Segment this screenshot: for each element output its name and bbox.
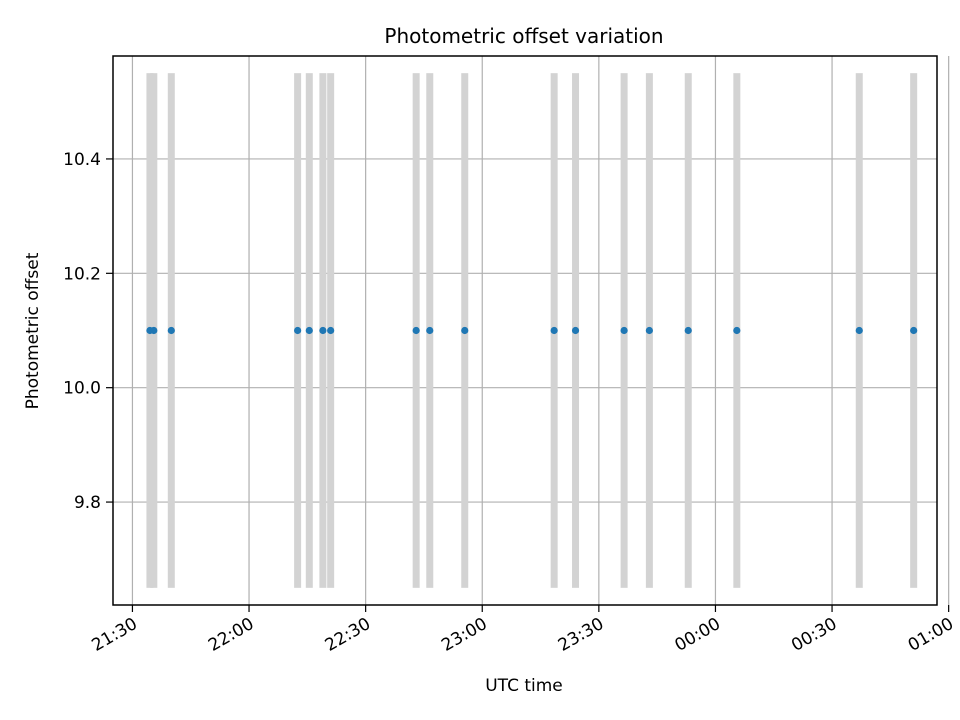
y-axis-ticks: 9.8 10.0 10.2 10.4	[63, 150, 113, 513]
data-point	[550, 326, 558, 335]
y-axis-label: Photometric offset	[23, 252, 43, 409]
data-point	[150, 326, 158, 335]
x-tick-label: 22:30	[322, 614, 374, 656]
data-point	[319, 326, 327, 335]
observation-bands	[146, 73, 918, 588]
data-point	[327, 326, 335, 335]
data-point	[167, 326, 175, 335]
chart-title: Photometric offset variation	[384, 24, 663, 48]
data-point	[571, 326, 580, 335]
data-point	[620, 326, 628, 335]
data-point	[294, 326, 302, 335]
y-tick-label: 10.2	[63, 264, 101, 284]
data-point	[305, 326, 313, 335]
x-tick-label: 23:30	[555, 614, 607, 656]
x-tick-label: 21:30	[88, 614, 140, 656]
y-tick-label: 10.0	[63, 379, 101, 399]
x-axis-label: UTC time	[485, 676, 563, 696]
grid	[113, 56, 950, 605]
x-tick-label: 22:00	[205, 614, 257, 656]
x-tick-label: 01:00	[905, 614, 957, 656]
plot-frame	[112, 55, 938, 606]
x-tick-label: 00:00	[672, 614, 724, 656]
data-point	[412, 326, 420, 335]
data-point	[733, 326, 741, 335]
data-point	[684, 326, 692, 335]
data-point	[461, 326, 469, 335]
x-axis-ticks: 21:30 22:00 22:30 23:00 23:30 00:00 00:30 01:00	[88, 605, 957, 656]
x-tick-label: 00:30	[788, 614, 840, 656]
data-point	[910, 326, 918, 335]
y-tick-label: 10.4	[63, 150, 101, 170]
y-tick-label: 9.8	[74, 493, 101, 513]
data-point	[426, 326, 434, 335]
data-point	[645, 326, 653, 335]
data-point	[855, 326, 863, 335]
x-tick-label: 23:00	[438, 614, 490, 656]
data-points	[146, 326, 918, 335]
